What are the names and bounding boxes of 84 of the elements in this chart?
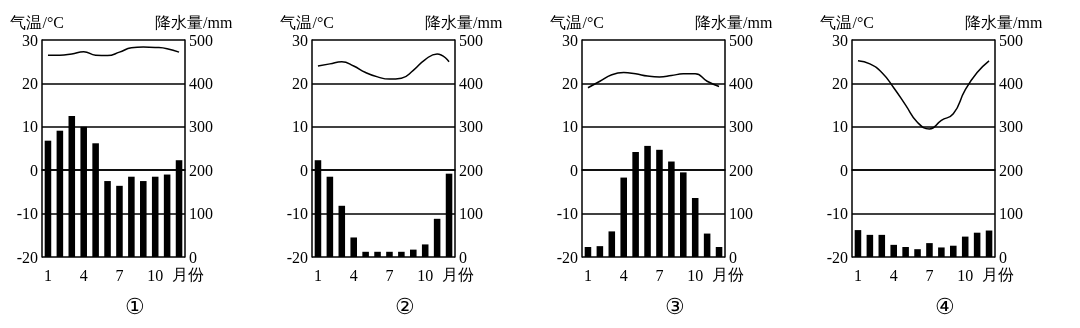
y2-tick-label: 300 bbox=[459, 118, 483, 136]
y2-tick-label: 100 bbox=[459, 205, 483, 223]
y-tick-label: 30 bbox=[562, 31, 578, 49]
x-tick-label: 7 bbox=[115, 266, 124, 284]
x-axis-title: 月份 bbox=[442, 265, 474, 283]
y-tick-label: -20 bbox=[556, 248, 578, 266]
x-tick-label: 7 bbox=[385, 266, 394, 284]
line-series bbox=[317, 53, 450, 80]
y2-tick-label: 100 bbox=[729, 205, 753, 223]
y2-tick-label: 0 bbox=[729, 248, 737, 266]
y-tick-label: 10 bbox=[832, 118, 848, 136]
x-tick-label: 4 bbox=[889, 266, 898, 284]
y2-axis-title: 降水量/mm bbox=[695, 13, 773, 31]
y2-tick-label: 200 bbox=[189, 161, 213, 179]
y-tick-label: -10 bbox=[826, 205, 848, 223]
y2-tick-label: 100 bbox=[999, 205, 1023, 223]
y-tick-label: -20 bbox=[286, 248, 308, 266]
y-tick-label: 10 bbox=[292, 118, 308, 136]
text: ④ bbox=[935, 293, 955, 319]
y2-tick-label: 500 bbox=[189, 31, 213, 49]
y2-tick-label: 100 bbox=[189, 205, 213, 223]
x-tick-label: 4 bbox=[619, 266, 628, 284]
y2-tick-label: 400 bbox=[729, 74, 753, 92]
y2-tick-label: 300 bbox=[999, 118, 1023, 136]
y-tick-label: 30 bbox=[832, 31, 848, 49]
y-tick-label: -10 bbox=[286, 205, 308, 223]
y2-tick-label: 300 bbox=[189, 118, 213, 136]
x-tick-label: 1 bbox=[583, 266, 592, 284]
x-tick-label: 1 bbox=[313, 266, 322, 284]
line-series bbox=[857, 60, 990, 130]
x-tick-label: 1 bbox=[853, 266, 862, 284]
y-tick-label: 30 bbox=[292, 31, 308, 49]
text: ① bbox=[125, 293, 145, 319]
x-tick-label: 10 bbox=[687, 266, 704, 284]
y2-tick-label: 500 bbox=[999, 31, 1023, 49]
line-series bbox=[587, 71, 720, 89]
text: ② bbox=[395, 293, 415, 319]
y2-tick-label: 200 bbox=[999, 161, 1023, 179]
y2-tick-label: 400 bbox=[189, 74, 213, 92]
y-tick-label: -10 bbox=[556, 205, 578, 223]
x-tick-label: 1 bbox=[43, 266, 52, 284]
x-axis-title: 月份 bbox=[982, 265, 1014, 283]
x-tick-label: 4 bbox=[349, 266, 358, 284]
y-tick-label: -10 bbox=[16, 205, 38, 223]
x-tick-label: 7 bbox=[655, 266, 664, 284]
y-tick-label: -20 bbox=[16, 248, 38, 266]
y-axis-title: 气温/°C bbox=[10, 13, 64, 31]
y-tick-label: 10 bbox=[22, 118, 38, 136]
y-tick-label: 30 bbox=[22, 31, 38, 49]
y2-tick-label: 400 bbox=[999, 74, 1023, 92]
y-tick-label: 0 bbox=[840, 161, 848, 179]
y2-axis-title: 降水量/mm bbox=[155, 13, 233, 31]
text: ③ bbox=[665, 293, 685, 319]
y-axis-title: 气温/°C bbox=[550, 13, 604, 31]
y2-axis-title: 降水量/mm bbox=[425, 13, 503, 31]
y2-tick-label: 300 bbox=[729, 118, 753, 136]
y-tick-label: 20 bbox=[562, 74, 578, 92]
y-tick-label: 20 bbox=[22, 74, 38, 92]
y2-tick-label: 400 bbox=[459, 74, 483, 92]
y2-tick-label: 0 bbox=[459, 248, 467, 266]
y2-tick-label: 200 bbox=[729, 161, 753, 179]
line-series bbox=[47, 46, 180, 57]
y2-axis-title: 降水量/mm bbox=[965, 13, 1043, 31]
y-tick-label: 10 bbox=[562, 118, 578, 136]
y-tick-label: 20 bbox=[292, 74, 308, 92]
x-tick-label: 7 bbox=[925, 266, 934, 284]
y2-tick-label: 200 bbox=[459, 161, 483, 179]
y-tick-label: 20 bbox=[832, 74, 848, 92]
y2-tick-label: 0 bbox=[189, 248, 197, 266]
x-axis-title: 月份 bbox=[172, 265, 204, 283]
y-axis-title: 气温/°C bbox=[280, 13, 334, 31]
y-tick-label: 0 bbox=[30, 161, 38, 179]
y-tick-label: 0 bbox=[570, 161, 578, 179]
x-tick-label: 10 bbox=[957, 266, 974, 284]
x-axis-title: 月份 bbox=[712, 265, 744, 283]
y-tick-label: 0 bbox=[300, 161, 308, 179]
y2-tick-label: 500 bbox=[729, 31, 753, 49]
x-tick-label: 10 bbox=[417, 266, 434, 284]
y2-tick-label: 0 bbox=[999, 248, 1007, 266]
y-axis-title: 气温/°C bbox=[820, 13, 874, 31]
y-tick-label: -20 bbox=[826, 248, 848, 266]
x-tick-label: 4 bbox=[79, 266, 88, 284]
x-tick-label: 10 bbox=[147, 266, 164, 284]
y2-tick-label: 500 bbox=[459, 31, 483, 49]
